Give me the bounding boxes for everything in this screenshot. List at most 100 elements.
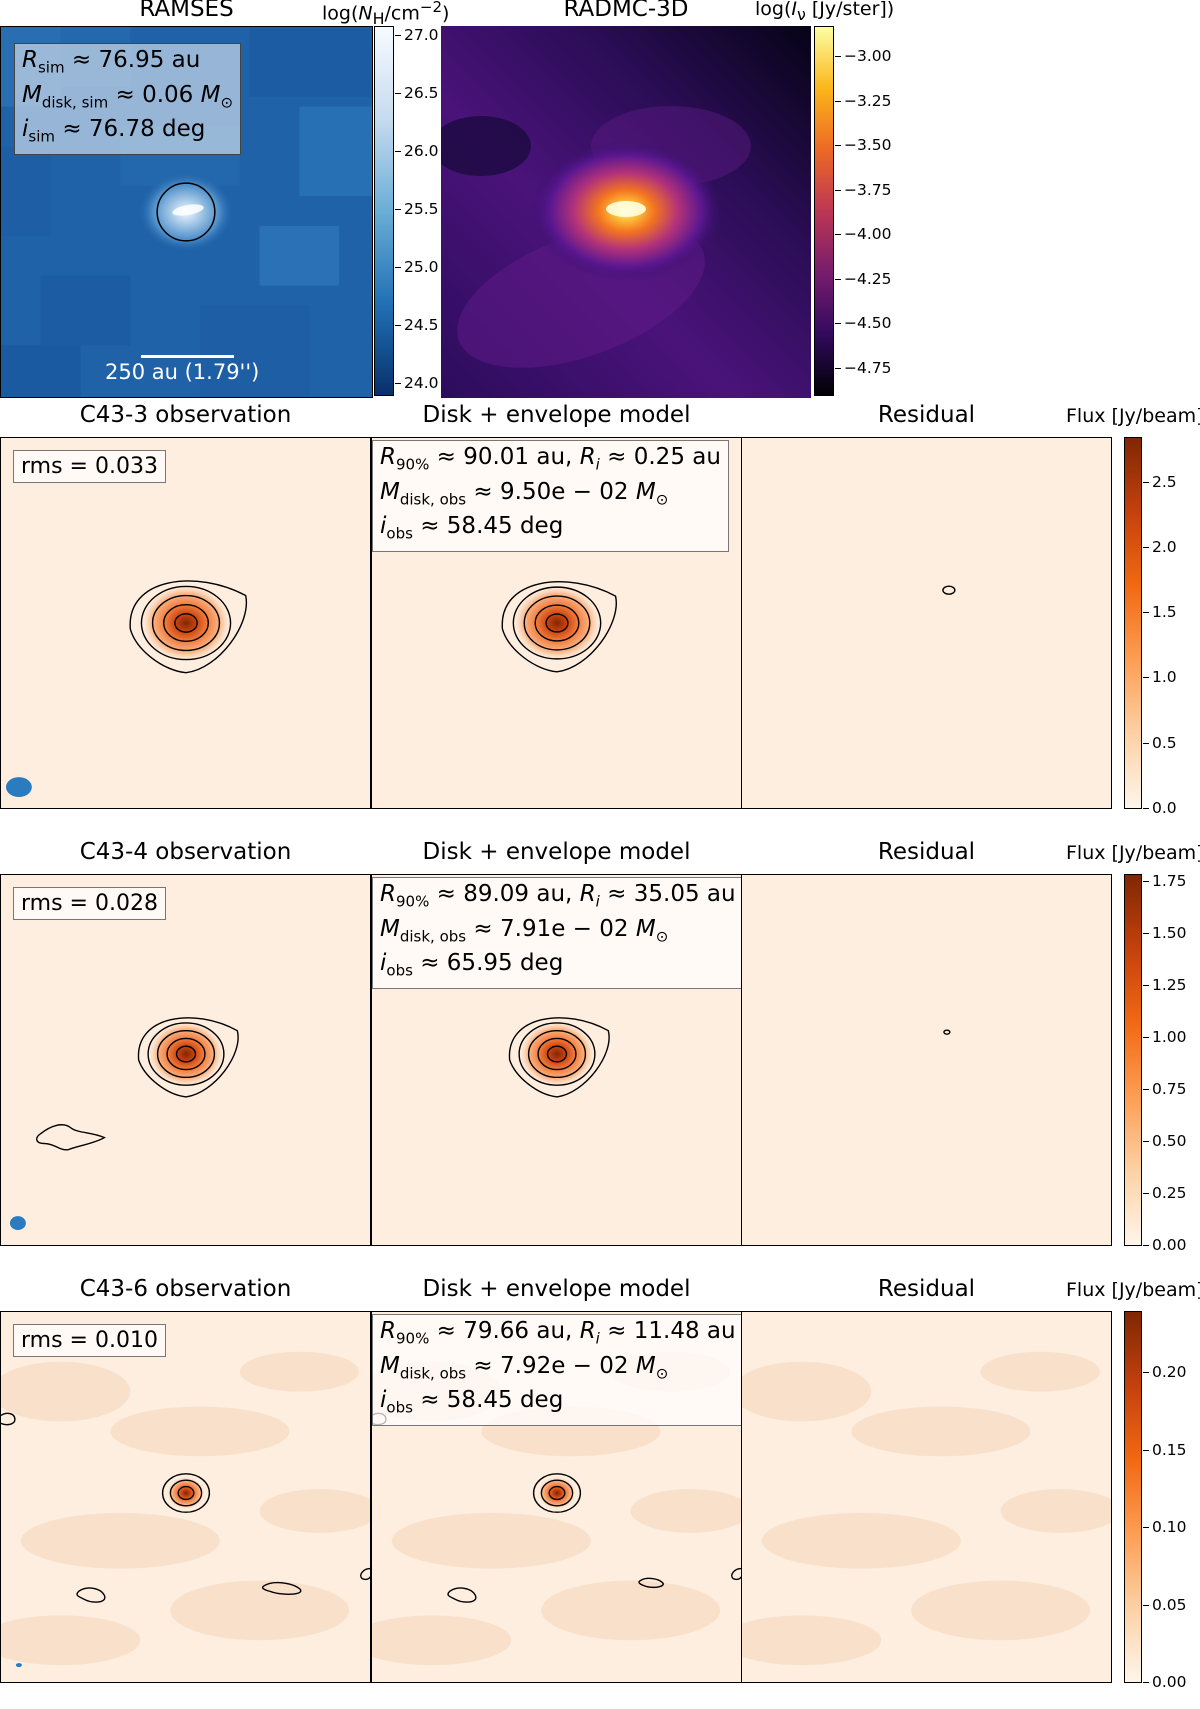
beam-ellipse: [15, 1663, 22, 1668]
flux-contour: [512, 586, 602, 660]
simulation-params-box: Rsim ≈ 76.95 au Mdisk, sim ≈ 0.06 M⊙ isi…: [14, 43, 242, 155]
flux-colorbar-tick: 0.05: [1143, 1595, 1187, 1614]
residual-contour: [942, 585, 956, 595]
noise-contour: [447, 1587, 477, 1603]
ramses-pixel-blocks: [1, 27, 372, 397]
flux-contour: [532, 1473, 582, 1513]
emission-core: [537, 1476, 577, 1510]
flux-colorbar-tick: 0.00: [1143, 1236, 1187, 1254]
observed-params-box: R90% ≈ 79.66 au, Ri ≈ 11.48 au Mdisk, obs…: [372, 1314, 741, 1426]
beam-ellipse: [9, 1216, 26, 1231]
radmc-tick: −4.00: [835, 225, 892, 243]
radmc-map-image: [441, 26, 811, 398]
m-disk-sim-line: Mdisk, sim ≈ 0.06 M⊙: [22, 81, 234, 112]
residual-contour: [943, 1029, 951, 1035]
flux-colorbar-tick: 2.0: [1143, 537, 1177, 556]
radmc-colorbar-label: log(Iν [Jy/ster]): [755, 0, 895, 24]
flux-contour: [546, 1045, 568, 1063]
flux-colorbar-tick: 1.00: [1143, 1028, 1187, 1047]
flux-contour: [147, 1022, 225, 1086]
flux-contour: [518, 1022, 596, 1086]
r90-line: R90% ≈ 90.01 au, Ri ≈ 0.25 au: [380, 444, 721, 474]
observation-panel-image: [1, 1351, 370, 1668]
residual-panel: [741, 1311, 1112, 1683]
ramses-column-density-map: Rsim ≈ 76.95 au Mdisk, sim ≈ 0.06 M⊙ isi…: [0, 26, 373, 398]
m-disk-obs-line: Mdisk, obs ≈ 7.92e − 02 M⊙: [380, 1352, 669, 1383]
ramses-tick: 27.0: [395, 26, 439, 44]
flux-contour: [523, 595, 591, 651]
flux-colorbar-tick: 0.0: [1143, 799, 1177, 817]
flux-colorbar-tick: 0.10: [1143, 1518, 1187, 1536]
ramses-tick: 26.5: [395, 84, 439, 102]
flux-contour: [169, 1479, 203, 1507]
i-obs-line: iobs ≈ 58.45 deg: [380, 1387, 564, 1417]
flux-colorbar-tick: 2.5: [1143, 472, 1177, 491]
model-panel-image: [508, 1017, 610, 1098]
radmc-tick: −4.75: [835, 359, 892, 377]
model-panel: R90% ≈ 90.01 au, Ri ≈ 0.25 au Mdisk, obs …: [371, 437, 742, 809]
observation-panel-image: [5, 580, 248, 798]
flux-contour: [156, 1030, 216, 1079]
flux-colorbar-tick: 1.50: [1143, 924, 1187, 943]
disk-radius-circle: [156, 182, 216, 242]
flux-contour: [174, 613, 198, 633]
model-panel: R90% ≈ 79.66 au, Ri ≈ 11.48 au Mdisk, obs…: [371, 1311, 742, 1683]
flux-contour: [137, 1017, 239, 1098]
radmc-title: RADMC-3D: [563, 0, 689, 22]
beam-ellipse: [5, 777, 32, 798]
flux-colorbar-tick: 1.0: [1143, 668, 1177, 687]
ramses-colorbar-label: log(NH/cm−2): [322, 0, 450, 29]
observed-params-box: R90% ≈ 90.01 au, Ri ≈ 0.25 au Mdisk, obs …: [372, 440, 729, 552]
flux-colorbar-tick: 1.5: [1143, 603, 1177, 622]
radmc-tick: −4.50: [835, 314, 892, 332]
flux-colorbar-tick: 0.25: [1143, 1184, 1187, 1203]
flux-contour: [175, 1045, 197, 1063]
i-obs-line: iobs ≈ 58.45 deg: [380, 513, 564, 543]
radmc-tick: −3.25: [835, 92, 892, 110]
flux-colorbar-tick: 0.20: [1143, 1363, 1187, 1381]
flux-contour: [163, 604, 209, 642]
residual-panel: [741, 874, 1112, 1246]
residual-panel-image: [943, 1029, 951, 1035]
scale-bar: [141, 355, 234, 358]
flux-contour: [151, 594, 221, 652]
model-title: Disk + envelope model: [422, 402, 691, 428]
model-panel-image: [501, 581, 617, 673]
flux-contour: [140, 585, 232, 661]
observation-title: C43-6 observation: [79, 1276, 292, 1302]
residual-panel: [741, 437, 1112, 809]
rms-box: rms = 0.028: [13, 887, 166, 920]
flux-colorbar-tick: 0.5: [1143, 733, 1177, 752]
flux-contour: [527, 1030, 587, 1079]
flux-contour: [129, 580, 248, 674]
scale-bar-label: 250 au (1.79''): [105, 360, 260, 384]
radmc-tick: −3.50: [835, 136, 892, 154]
flux-contour: [548, 1485, 566, 1501]
observation-panel: rms = 0.010: [0, 1311, 371, 1683]
flux-colorbar-tick: 0.50: [1143, 1132, 1187, 1151]
flux-contour: [177, 1485, 195, 1501]
noise-contour: [731, 1567, 741, 1581]
observation-panel: rms = 0.033: [0, 437, 371, 809]
noise-contour: [261, 1581, 302, 1595]
flux-colorbar-tick: 0.75: [1143, 1080, 1187, 1099]
residual-title: Residual: [877, 402, 976, 428]
radmc-tick: −3.00: [835, 47, 892, 65]
noise-contour: [1, 1412, 16, 1426]
flux-colorbar-title: Flux [Jy/beam]: [1066, 1279, 1200, 1301]
i-sim-line: isim ≈ 76.78 deg: [22, 116, 206, 146]
noise-contour: [36, 1124, 106, 1151]
flux-contour: [166, 1037, 206, 1071]
flux-colorbar-tick: 1.25: [1143, 976, 1187, 995]
flux-contour: [161, 1473, 211, 1513]
emission-core: [166, 1476, 206, 1510]
flux-colorbar-title: Flux [Jy/beam]: [1066, 405, 1200, 427]
observation-panel-image: [9, 1017, 239, 1231]
flux-colorbar: [1124, 874, 1142, 1246]
r90-line: R90% ≈ 89.09 au, Ri ≈ 35.05 au: [380, 881, 736, 911]
noise-contour: [76, 1587, 106, 1603]
m-disk-obs-line: Mdisk, obs ≈ 7.91e − 02 M⊙: [380, 915, 669, 946]
observation-panel: rms = 0.028: [0, 874, 371, 1246]
observed-params-box: R90% ≈ 89.09 au, Ri ≈ 35.05 au Mdisk, obs…: [372, 877, 741, 989]
flux-colorbar-tick: 0.00: [1143, 1673, 1187, 1691]
